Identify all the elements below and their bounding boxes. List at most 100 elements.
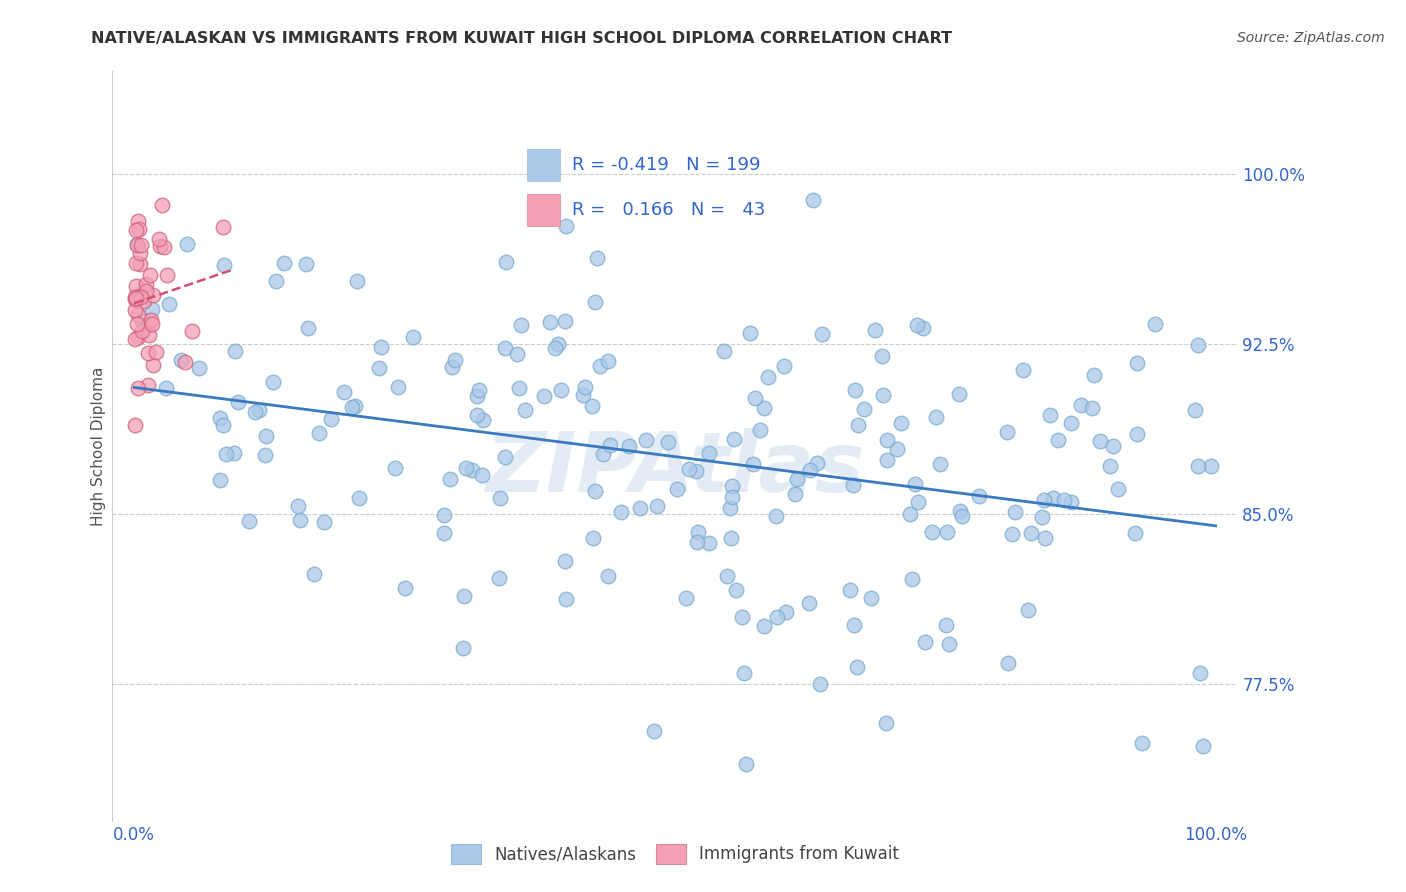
Point [135, 284, 157, 298]
Point [1017, 603, 1039, 617]
Point [141, 301, 163, 316]
Point [938, 637, 960, 651]
Point [264, 274, 287, 288]
Point [1019, 526, 1042, 541]
Point [136, 318, 159, 333]
Point [129, 238, 152, 252]
Point [1031, 510, 1053, 524]
Point [145, 344, 167, 359]
Point [461, 463, 484, 477]
Point [287, 500, 309, 514]
Point [872, 388, 894, 402]
Point [1192, 739, 1215, 754]
Legend: Natives/Alaskans, Immigrants from Kuwait: Natives/Alaskans, Immigrants from Kuwait [446, 839, 904, 869]
Point [967, 489, 990, 503]
Point [948, 387, 970, 401]
Point [645, 499, 668, 513]
Point [1083, 368, 1105, 383]
Point [1059, 417, 1081, 431]
Point [949, 504, 972, 518]
Point [900, 507, 922, 521]
Point [997, 656, 1019, 670]
Point [211, 220, 233, 235]
Point [734, 756, 756, 771]
Point [628, 500, 651, 515]
Point [911, 321, 934, 335]
Point [432, 508, 454, 523]
Point [1199, 459, 1222, 474]
Point [125, 223, 148, 237]
Point [574, 380, 596, 394]
Point [1039, 409, 1062, 423]
Point [125, 256, 148, 270]
Point [472, 413, 495, 427]
Point [1098, 458, 1121, 473]
Point [212, 258, 235, 272]
Point [1052, 492, 1074, 507]
Point [688, 524, 710, 539]
Point [844, 384, 866, 398]
Point [723, 432, 745, 446]
Point [718, 501, 741, 516]
Point [538, 315, 561, 329]
Point [1090, 434, 1112, 449]
Point [1187, 459, 1209, 474]
Point [852, 402, 875, 417]
Point [665, 483, 688, 497]
Point [127, 214, 149, 228]
Point [157, 297, 180, 311]
Point [592, 446, 614, 460]
Point [515, 403, 537, 417]
Point [806, 456, 828, 470]
Point [859, 591, 882, 605]
Point [243, 405, 266, 419]
Point [465, 389, 488, 403]
Point [842, 477, 865, 491]
Point [554, 591, 576, 606]
Point [1001, 526, 1024, 541]
Point [224, 343, 246, 358]
Point [935, 618, 957, 632]
Point [347, 491, 370, 506]
Point [808, 676, 831, 690]
Point [124, 303, 146, 318]
Point [127, 381, 149, 395]
Point [890, 417, 912, 431]
Point [494, 341, 516, 355]
Point [685, 535, 707, 549]
Point [1144, 318, 1167, 332]
Point [775, 605, 797, 619]
Point [581, 399, 603, 413]
Point [1033, 492, 1056, 507]
Point [153, 240, 176, 254]
Point [226, 394, 249, 409]
Point [150, 197, 173, 211]
Point [254, 428, 277, 442]
Point [439, 472, 461, 486]
Point [752, 619, 775, 633]
Point [610, 505, 633, 519]
Point [340, 400, 363, 414]
Point [756, 369, 779, 384]
Point [720, 490, 742, 504]
Point [124, 293, 146, 307]
Point [387, 380, 409, 394]
Point [370, 340, 392, 354]
Point [131, 314, 153, 328]
Point [863, 323, 886, 337]
Point [721, 479, 744, 493]
Point [685, 464, 707, 478]
Point [799, 463, 821, 477]
Point [846, 659, 869, 673]
Point [786, 473, 808, 487]
Point [506, 346, 529, 360]
Point [716, 569, 738, 583]
Point [129, 290, 152, 304]
Point [846, 418, 869, 433]
Point [936, 524, 959, 539]
Point [135, 277, 157, 291]
Point [598, 569, 620, 583]
Point [1123, 526, 1146, 541]
Point [904, 477, 927, 491]
Point [876, 433, 898, 447]
